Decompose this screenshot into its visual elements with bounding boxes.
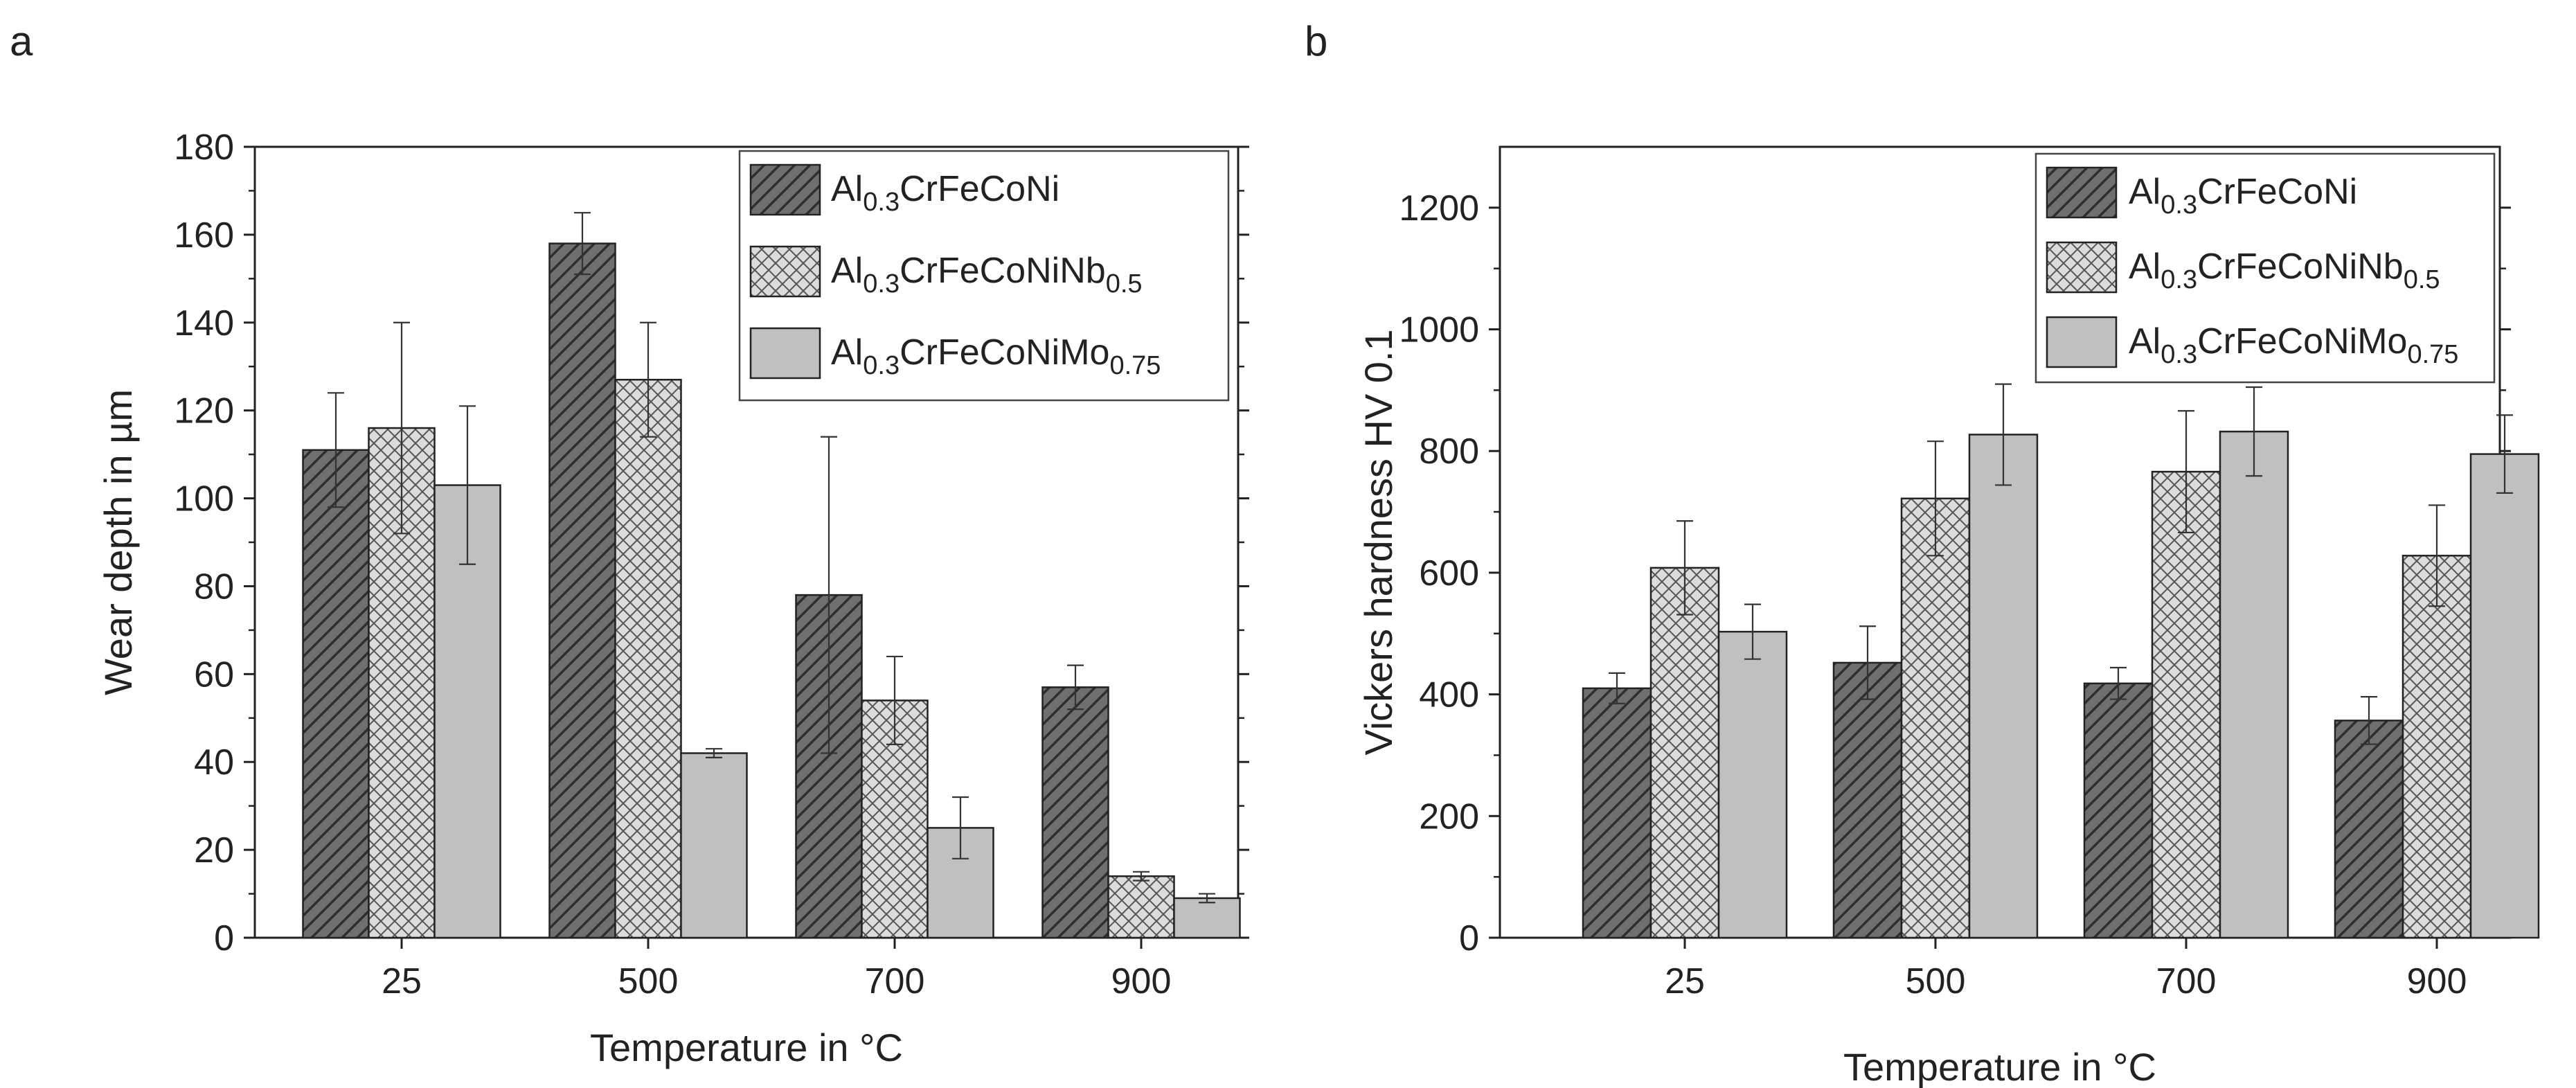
panel-label: a [10,18,33,64]
y-axis-label: Vickers hardness HV 0.1 [1357,329,1400,755]
bar-s2-500 [1900,497,1971,939]
legend-swatch-s1 [749,163,821,216]
legend-swatch-s2 [749,245,821,298]
error-bar-s2-25 [1676,520,1693,616]
y-tick-label: 60 [194,654,234,695]
error-bar-s3-500 [706,748,722,758]
legend: Al0.3CrFeCoNi Al0.3CrFeCoNiNb0.5 Al0.3CrFe… [2034,152,2496,384]
bar-s1-900 [1041,686,1109,939]
error-bar-s2-700 [2178,410,2194,534]
y-tick-label: 120 [174,391,234,431]
panel-b-hardness-chart: b 0 200 400 600 800 1000 1200 25 500 700 900 Tempera… [1305,18,2540,1088]
x-axis-label: Temperature in °C [1843,1045,2156,1088]
y-tick-label: 180 [174,127,234,168]
bar-s3-900 [2469,453,2540,939]
error-bar-s1-700 [821,436,837,754]
bar-s1-500 [1832,661,1903,939]
bar-s1-25 [302,449,370,939]
bar-s3-25 [1717,630,1788,939]
bar-s3-700 [2219,430,2289,939]
bar-s3-900 [1173,897,1241,939]
error-bar-s1-900 [1067,664,1084,711]
error-bar-s3-700 [952,796,969,859]
y-tick-label: 400 [1419,675,1479,715]
bar-s2-25 [1649,567,1720,939]
bar-s1-25 [1582,687,1652,939]
error-bar-s3-25 [1744,603,1761,660]
error-bar-s1-500 [1859,625,1876,700]
error-bar-s1-500 [574,212,591,276]
error-bar-s2-500 [1927,440,1944,557]
x-tick-label: 500 [1906,961,1966,1001]
bar-s3-500 [680,752,748,939]
error-bar-s1-25 [1609,672,1625,704]
legend-label-s3: Al0.3CrFeCoNiMo0.75 [831,332,1161,380]
y-tick-label: 100 [174,479,234,519]
bar-s2-900 [2401,555,2472,939]
bar-s1-700 [2083,682,2154,939]
y-tick-label: 200 [1419,796,1479,837]
legend-label-s3: Al0.3CrFeCoNiMo0.75 [2129,321,2458,369]
error-bar-s3-700 [2246,386,2262,477]
y-tick-label: 140 [174,303,234,344]
y-tick-label: 40 [194,742,234,783]
x-axis-label: Temperature in °C [590,1026,903,1069]
x-tick-label: 500 [618,961,679,1001]
legend-swatch-s2 [2046,241,2118,294]
x-tick-label: 700 [2156,961,2217,1001]
y-tick-label: 800 [1419,431,1479,472]
error-bar-s3-500 [1995,383,2012,486]
bar-s2-900 [1107,875,1175,939]
legend-label-s1: Al0.3CrFeCoNi [2129,172,2357,220]
error-bar-s1-700 [2110,666,2127,700]
legend-swatch-s3 [749,327,821,380]
bar-s2-500 [614,379,682,939]
x-tick-label: 700 [865,961,925,1001]
error-bar-s1-900 [2361,696,2377,745]
legend: Al0.3CrFeCoNi Al0.3CrFeCoNiNb0.5 Al0.3CrFe… [738,150,1230,402]
bar-s2-700 [2151,470,2221,939]
error-bar-s2-500 [640,321,656,438]
panel-a-wear-depth-chart: a 0 20 40 60 80 100 120 140 160 180 25 500 700 900 Temp… [10,18,1249,1069]
error-bar-s2-900 [1133,871,1150,882]
y-tick-label: 160 [174,215,234,256]
y-tick-label: 20 [194,830,234,871]
error-bar-s2-900 [2429,504,2445,607]
y-tick-label: 0 [1459,918,1479,958]
legend-label-s2: Al0.3CrFeCoNiNb0.5 [831,251,1143,298]
x-tick-label: 900 [1111,961,1172,1001]
x-tick-label: 25 [1665,961,1705,1001]
y-axis-label: Wear depth in µm [96,389,140,695]
legend-box [738,150,1230,402]
y-tick-label: 1000 [1399,310,1479,350]
legend-label-s1: Al0.3CrFeCoNi [831,169,1059,217]
x-tick-label: 25 [382,961,422,1001]
legend-swatch-s1 [2046,166,2118,219]
y-tick-label: 600 [1419,553,1479,594]
panel-label: b [1305,18,1327,64]
bar-s1-900 [2334,720,2404,939]
y-tick-label: 1200 [1399,188,1479,229]
error-bar-s2-700 [886,655,903,745]
error-bar-s1-25 [328,392,344,508]
bar-s3-500 [1968,434,2039,939]
bar-s1-500 [548,242,616,939]
y-tick-label: 80 [194,567,234,607]
y-tick-label: 0 [214,918,234,958]
error-bar-s3-900 [1199,893,1215,904]
error-bar-s3-900 [2496,414,2513,494]
legend-swatch-s3 [2046,316,2118,368]
error-bar-s3-25 [459,405,476,565]
error-bar-s2-25 [393,321,410,535]
legend-label-s2: Al0.3CrFeCoNiNb0.5 [2129,247,2440,294]
x-tick-label: 900 [2407,961,2467,1001]
